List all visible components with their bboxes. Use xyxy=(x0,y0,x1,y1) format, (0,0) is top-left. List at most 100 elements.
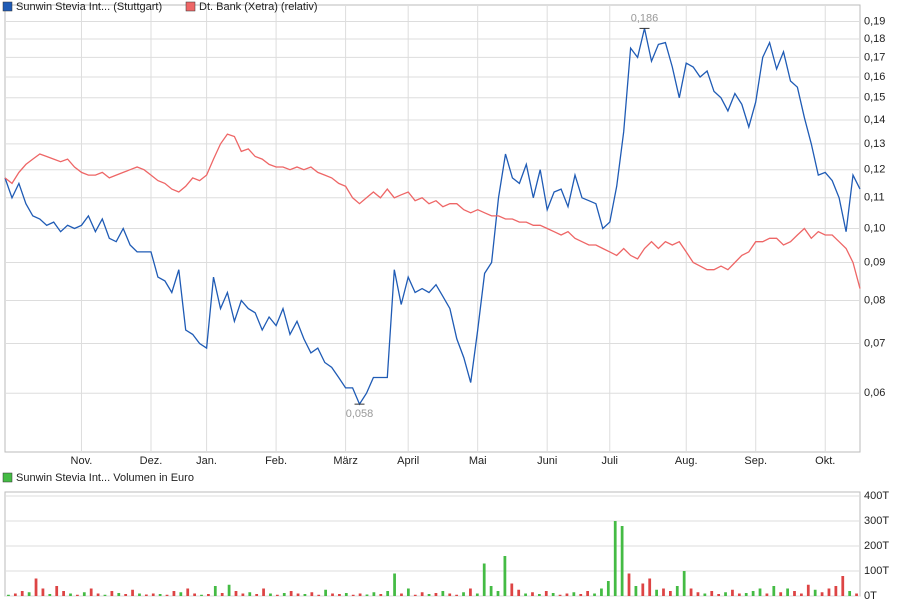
volume-bar xyxy=(103,594,107,596)
x-tick-label: Okt. xyxy=(815,455,835,467)
annotation: 0,058 xyxy=(346,408,374,420)
volume-bar xyxy=(296,593,300,596)
volume-bar xyxy=(772,586,776,596)
volume-bar xyxy=(717,594,721,596)
volume-bar xyxy=(131,589,134,596)
volume-bar xyxy=(537,594,541,596)
volume-bar xyxy=(186,588,190,596)
legend-swatch xyxy=(185,1,196,12)
volume-bar xyxy=(358,593,362,596)
volume-bar xyxy=(524,593,527,596)
y-tick-label: 0,14 xyxy=(864,114,885,126)
volume-bar xyxy=(441,591,445,596)
volume-bar xyxy=(269,593,272,596)
volume-bar xyxy=(193,593,196,596)
legend-swatch xyxy=(2,472,13,483)
volume-bar xyxy=(331,593,334,596)
y-tick-label: 0,12 xyxy=(864,164,885,176)
volume-bar xyxy=(696,592,700,596)
y-tick-label: 0,18 xyxy=(864,33,885,45)
volume-bar xyxy=(379,594,383,596)
volume-bar xyxy=(434,593,438,596)
volume-bar xyxy=(282,593,286,596)
y-tick-label: 200T xyxy=(864,540,889,552)
volume-bar xyxy=(675,586,679,596)
volume-bar xyxy=(606,581,610,596)
volume-bar xyxy=(558,594,562,596)
volume-bar xyxy=(82,592,86,596)
volume-bar xyxy=(855,593,858,596)
volume-bar xyxy=(303,594,307,596)
volume-bar xyxy=(151,593,155,596)
volume-bar xyxy=(786,588,789,596)
y-tick-label: 0,11 xyxy=(864,192,885,204)
x-tick-label: Dez. xyxy=(140,455,163,467)
x-tick-label: Juli xyxy=(601,455,618,467)
volume-bar xyxy=(400,593,403,596)
volume-bar xyxy=(62,591,65,596)
plot-frame xyxy=(4,491,861,597)
volume-bar xyxy=(179,592,183,596)
y-tick-label: 0,13 xyxy=(864,138,885,150)
y-tick-label: 0,07 xyxy=(864,337,885,349)
volume-bar xyxy=(544,591,548,596)
y-tick-label: 0,10 xyxy=(864,222,885,234)
volume-bar xyxy=(724,592,727,596)
volume-bar xyxy=(55,586,59,596)
line-series xyxy=(4,28,861,406)
volume-bar xyxy=(634,586,638,596)
volume-bar xyxy=(165,594,169,596)
volume-bar xyxy=(648,578,652,596)
volume-bar xyxy=(793,591,796,596)
volume-bar xyxy=(365,594,369,596)
volume-bar xyxy=(289,591,293,596)
x-tick-label: Sep. xyxy=(744,455,767,467)
volume-bar xyxy=(124,594,128,596)
volume-bar xyxy=(662,588,665,596)
volume-bar xyxy=(117,593,121,596)
volume-bar xyxy=(510,583,514,596)
legend-swatch xyxy=(2,1,13,12)
volume-bar xyxy=(41,588,45,596)
volume-bar xyxy=(89,588,93,596)
x-tick-label: März xyxy=(333,455,357,467)
volume-bar xyxy=(48,594,52,596)
x-tick-label: Mai xyxy=(469,455,487,467)
volume-bar xyxy=(841,576,845,596)
volume-bar xyxy=(469,588,472,596)
volume-bar xyxy=(386,591,390,596)
volume-bar xyxy=(110,591,114,596)
x-tick-label: Aug. xyxy=(675,455,698,467)
y-tick-label: 0T xyxy=(864,590,877,602)
x-tick-label: Feb. xyxy=(265,455,287,467)
volume-bar xyxy=(427,594,431,596)
volume-bar xyxy=(248,592,252,596)
y-tick-label: 0,09 xyxy=(864,256,885,268)
volume-bar xyxy=(710,591,714,596)
volume-bar xyxy=(76,594,79,596)
y-tick-label: 0,16 xyxy=(864,71,885,83)
volume-bar xyxy=(138,593,141,596)
volume-bar xyxy=(338,594,341,596)
volume-bar xyxy=(69,593,72,596)
volume-bar xyxy=(593,593,596,596)
x-tick-label: Jan. xyxy=(196,455,217,467)
volume-bar xyxy=(27,592,31,596)
volume-bar xyxy=(13,593,17,596)
x-tick-label: April xyxy=(397,455,419,467)
volume-bar xyxy=(800,593,803,596)
volume-bar xyxy=(262,588,265,596)
volume-bar xyxy=(682,571,686,596)
volume-bar xyxy=(7,594,10,596)
volume-bar xyxy=(144,594,148,596)
volume-bar xyxy=(372,592,376,596)
volume-bar xyxy=(406,588,410,596)
legend-label: Sunwin Stevia Int... Volumen in Euro xyxy=(16,472,194,484)
volume-bar xyxy=(207,594,210,596)
volume-bar xyxy=(600,588,603,596)
volume-bar xyxy=(475,593,479,596)
volume-bar xyxy=(393,573,396,596)
volume-bar xyxy=(420,592,424,596)
volume-bar xyxy=(751,591,755,596)
volume-bar xyxy=(848,591,852,596)
